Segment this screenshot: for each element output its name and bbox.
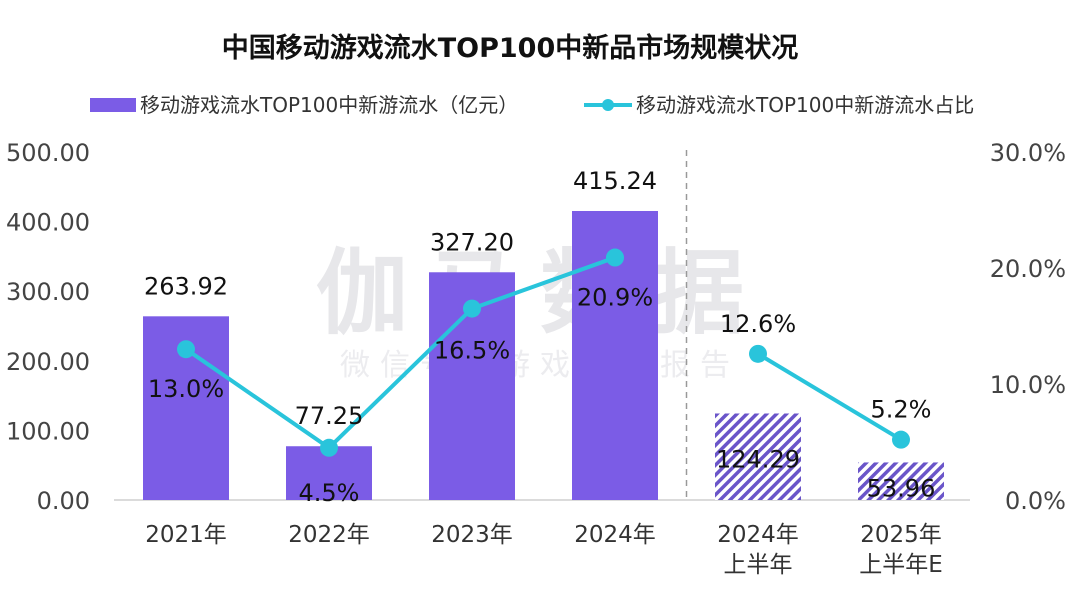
y-right-tick-label: 0.0% xyxy=(1005,487,1066,515)
chart-title: 中国移动游戏流水TOP100中新品市场规模状况 xyxy=(222,32,799,64)
bar-value-label: 53.96 xyxy=(867,474,936,502)
x-tick-label: 2022年 xyxy=(288,522,370,548)
legend-bar-swatch xyxy=(90,98,136,112)
bar-value-label: 124.29 xyxy=(716,445,800,473)
watermark-sub: 微信号：游戏产业报告 xyxy=(340,348,740,383)
y-left-tick-label: 300.00 xyxy=(6,278,90,306)
bar xyxy=(715,413,801,500)
x-tick-label: 2025年 xyxy=(860,522,942,548)
x-tick-label: 2024年 xyxy=(717,522,799,548)
watermark-main: 伽马数据 xyxy=(316,240,764,347)
y-left-tick-label: 100.00 xyxy=(6,417,90,445)
line-value-label: 12.6% xyxy=(720,310,796,338)
line-point xyxy=(606,248,624,267)
line-value-label: 5.2% xyxy=(871,396,932,424)
bar xyxy=(858,462,944,500)
line-point xyxy=(463,299,481,318)
x-tick-label: 2023年 xyxy=(431,522,513,548)
x-tick-label: 上半年 xyxy=(724,552,793,578)
y-right-tick-label: 30.0% xyxy=(990,139,1066,167)
line-point xyxy=(320,438,338,457)
line-value-label: 20.9% xyxy=(577,284,653,312)
legend-line-marker xyxy=(602,99,614,111)
line-point xyxy=(892,430,910,449)
y-left-tick-label: 400.00 xyxy=(6,209,90,237)
y-right-tick-label: 20.0% xyxy=(990,255,1066,283)
line-point xyxy=(177,340,195,359)
y-left-tick-label: 500.00 xyxy=(6,139,90,167)
line-series-path xyxy=(184,255,616,450)
line-point xyxy=(749,344,767,363)
x-tick-label: 2021年 xyxy=(145,522,227,548)
legend-line-label: 移动游戏流水TOP100中新游流水占比 xyxy=(636,93,974,117)
bar-value-label: 327.20 xyxy=(430,228,514,256)
line-value-label: 16.5% xyxy=(434,337,510,365)
y-left-tick-label: 0.00 xyxy=(37,487,90,515)
bar-value-label: 415.24 xyxy=(573,167,657,195)
bar-value-label: 77.25 xyxy=(295,402,364,430)
bar-value-label: 263.92 xyxy=(144,272,228,300)
line-series-path xyxy=(756,352,903,442)
legend-bar-label: 移动游戏流水TOP100中新游流水（亿元） xyxy=(140,93,518,117)
line-value-label: 13.0% xyxy=(148,375,224,403)
x-tick-label: 上半年E xyxy=(859,552,943,578)
y-left-tick-label: 200.00 xyxy=(6,348,90,376)
line-value-label: 4.5% xyxy=(299,479,360,507)
y-right-tick-label: 10.0% xyxy=(990,371,1066,399)
x-tick-label: 2024年 xyxy=(574,522,656,548)
